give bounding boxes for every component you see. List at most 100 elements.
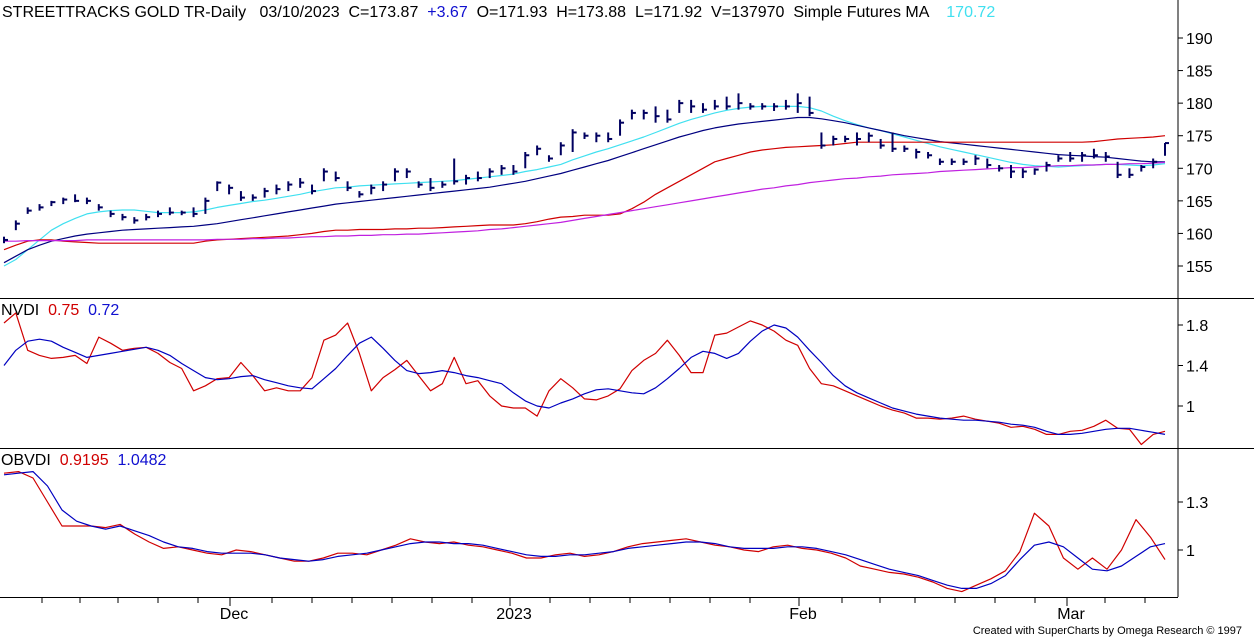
- price-bar: [642, 109, 648, 120]
- price-bar: [488, 168, 494, 179]
- price-bar: [761, 103, 767, 110]
- price-bar: [121, 213, 127, 221]
- price-bar: [737, 93, 743, 110]
- price-bar: [476, 171, 482, 182]
- obvdi-value-blue: 1.0482: [118, 452, 167, 469]
- nvdi-axis-tick-label: 1: [1186, 399, 1195, 416]
- series-line-ma: [3, 105, 1166, 267]
- price-bar: [915, 148, 921, 159]
- price-bar: [796, 93, 802, 113]
- price-bar: [654, 106, 660, 123]
- header-volume: V=137970: [711, 4, 785, 21]
- header-symbol: STREETTRACKS GOLD TR-Daily: [2, 4, 246, 21]
- price-bar: [429, 178, 435, 192]
- price-bar: [157, 210, 163, 218]
- price-bar: [1033, 168, 1039, 175]
- price-bar: [595, 132, 601, 143]
- price-bar: [927, 152, 933, 159]
- price-bars: [3, 93, 1169, 244]
- price-bar: [879, 138, 885, 149]
- price-bar: [784, 99, 790, 110]
- price-bar: [358, 191, 364, 198]
- header-ma-value: 170.72: [946, 4, 995, 21]
- series-line-obvdi-red: [3, 471, 1166, 593]
- price-bar: [773, 103, 779, 111]
- price-bar: [74, 194, 80, 203]
- price-bar: [405, 168, 411, 179]
- obvdi-axis-tick-label: 1: [1186, 543, 1195, 560]
- price-bar: [1116, 161, 1122, 179]
- price-bar: [14, 220, 20, 231]
- obvdi-header: OBVDI 0.9195 1.0482: [1, 452, 167, 469]
- price-bar: [50, 200, 56, 207]
- header-low: L=171.92: [635, 4, 702, 21]
- price-bar: [1045, 161, 1051, 172]
- series-line-trend-ma: [3, 116, 1165, 264]
- price-bar: [1092, 148, 1098, 159]
- price-bar: [3, 236, 8, 244]
- price-bar: [192, 207, 198, 218]
- price-bar: [62, 197, 68, 205]
- price-bar: [690, 99, 696, 113]
- price-bar: [1081, 152, 1087, 162]
- price-bar: [1021, 168, 1027, 179]
- price-bar: [619, 119, 625, 136]
- time-axis-label: Dec: [220, 606, 248, 623]
- price-bar: [808, 96, 814, 117]
- price-bar: [666, 109, 672, 123]
- price-bar: [713, 99, 719, 110]
- price-bar: [239, 191, 245, 201]
- price-bar: [607, 132, 613, 143]
- price-bar: [1128, 168, 1134, 179]
- price-bar: [311, 184, 317, 195]
- credit-text: Created with SuperCharts by Omega Resear…: [973, 625, 1242, 637]
- price-bar: [1140, 165, 1146, 172]
- nvdi-header: NVDI 0.75 0.72: [1, 302, 119, 319]
- price-bar: [228, 184, 234, 195]
- nvdi-value-red: 0.75: [48, 302, 79, 319]
- price-bar: [891, 132, 897, 152]
- price-axis-tick-label: 180: [1186, 96, 1213, 113]
- price-bar: [524, 152, 530, 169]
- price-bar: [370, 184, 376, 195]
- price-axis-tick-label: 185: [1186, 64, 1213, 81]
- price-axis-tick-label: 155: [1186, 259, 1213, 276]
- price-bar: [204, 197, 210, 214]
- price-bar: [263, 187, 269, 198]
- nvdi-axis-tick-label: 1.4: [1186, 359, 1208, 376]
- price-bar: [1057, 155, 1063, 162]
- price-bar: [844, 135, 850, 143]
- price-bar: [441, 181, 447, 188]
- price-bar: [133, 217, 139, 224]
- series-lines: [3, 105, 1166, 593]
- price-bar: [832, 135, 838, 146]
- price-bar: [275, 184, 281, 195]
- price-bar: [855, 132, 861, 146]
- price-bar: [145, 213, 151, 221]
- price-bar: [334, 171, 340, 182]
- nvdi-axis-tick-label: 1.8: [1186, 318, 1208, 335]
- price-bar: [998, 165, 1004, 172]
- price-bar: [1164, 142, 1169, 156]
- price-bar: [701, 103, 707, 113]
- price-bar: [867, 132, 873, 143]
- series-line-obvdi-blue: [3, 471, 1166, 590]
- time-axis-label: Feb: [789, 606, 817, 623]
- price-bar: [536, 145, 542, 156]
- price-axis-tick-label: 160: [1186, 226, 1213, 243]
- header-open: O=171.93: [477, 4, 548, 21]
- obvdi-label: OBVDI: [1, 452, 51, 469]
- series-line-long-ma: [4, 161, 1166, 242]
- series-line-nvdi-blue: [3, 324, 1166, 435]
- price-bar: [559, 142, 565, 156]
- obvdi-axis-tick-label: 1.3: [1186, 495, 1208, 512]
- price-bar: [986, 158, 992, 169]
- price-axis-tick-label: 175: [1186, 129, 1213, 146]
- price-axis-tick-label: 165: [1186, 194, 1213, 211]
- header-high: H=173.88: [556, 4, 626, 21]
- price-bar: [630, 109, 636, 120]
- obvdi-value-red: 0.9195: [60, 452, 109, 469]
- header-ma-label: Simple Futures MA: [793, 4, 929, 21]
